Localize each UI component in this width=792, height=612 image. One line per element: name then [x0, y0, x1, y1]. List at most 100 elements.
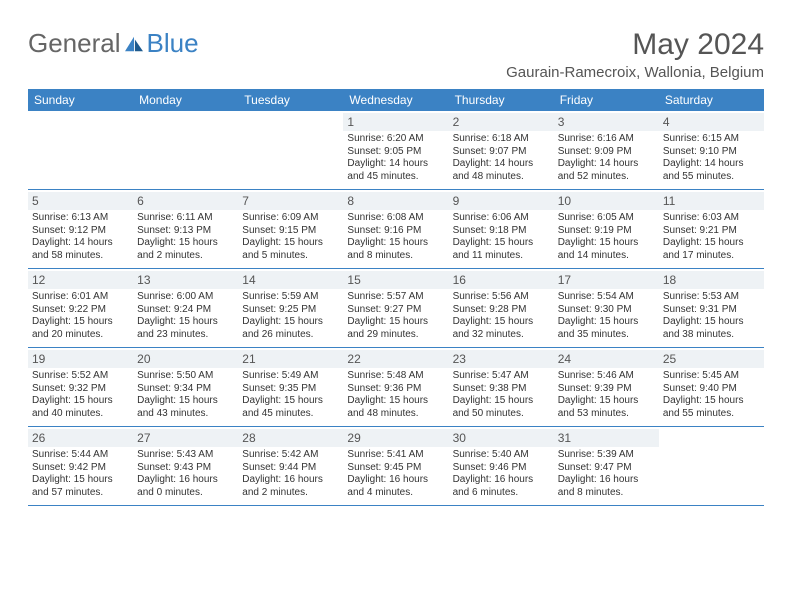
- day-number: 30: [449, 429, 554, 447]
- day-cell: [238, 111, 343, 189]
- week-row: 5Sunrise: 6:13 AMSunset: 9:12 PMDaylight…: [28, 190, 764, 269]
- weekday-label: Thursday: [449, 89, 554, 111]
- day-cell: 22 Sunrise: 5:48 AMSunset: 9:36 PMDayligh…: [343, 348, 448, 426]
- day-number: 24: [554, 350, 659, 368]
- day-number: 12: [28, 271, 133, 289]
- weekday-label: Wednesday: [343, 89, 448, 111]
- day-number: 7: [238, 192, 343, 210]
- weekday-label: Sunday: [28, 89, 133, 111]
- day-number: 20: [133, 350, 238, 368]
- day-info: Sunrise: 6:20 AMSunset: 9:05 PMDaylight:…: [347, 133, 444, 183]
- day-info: Sunrise: 5:43 AMSunset: 9:43 PMDaylight:…: [137, 449, 234, 499]
- day-info: Sunrise: 5:56 AMSunset: 9:28 PMDaylight:…: [453, 291, 550, 341]
- day-cell: [659, 427, 764, 505]
- day-cell: 24 Sunrise: 5:46 AMSunset: 9:39 PMDayligh…: [554, 348, 659, 426]
- title-block: May 2024 Gaurain-Ramecroix, Wallonia, Be…: [506, 28, 764, 81]
- day-cell: 7Sunrise: 6:09 AMSunset: 9:15 PMDaylight…: [238, 190, 343, 268]
- day-number: 14: [238, 271, 343, 289]
- day-cell: 3 Sunrise: 6:16 AMSunset: 9:09 PMDaylight…: [554, 111, 659, 189]
- weekday-label: Friday: [554, 89, 659, 111]
- day-info: Sunrise: 6:05 AMSunset: 9:19 PMDaylight:…: [558, 212, 655, 262]
- week-row: 19 Sunrise: 5:52 AMSunset: 9:32 PMDayligh…: [28, 348, 764, 427]
- day-number: 29: [343, 429, 448, 447]
- day-number: 25: [659, 350, 764, 368]
- day-info: Sunrise: 5:52 AMSunset: 9:32 PMDaylight:…: [32, 370, 129, 420]
- month-title: May 2024: [506, 28, 764, 62]
- day-cell: 19 Sunrise: 5:52 AMSunset: 9:32 PMDayligh…: [28, 348, 133, 426]
- week-row: 12 Sunrise: 6:01 AMSunset: 9:22 PMDayligh…: [28, 269, 764, 348]
- day-number: 11: [659, 192, 764, 210]
- day-cell: 18Sunrise: 5:53 AMSunset: 9:31 PMDayligh…: [659, 269, 764, 347]
- day-info: Sunrise: 6:11 AMSunset: 9:13 PMDaylight:…: [137, 212, 234, 262]
- location-text: Gaurain-Ramecroix, Wallonia, Belgium: [506, 64, 764, 81]
- day-info: Sunrise: 6:15 AMSunset: 9:10 PMDaylight:…: [663, 133, 760, 183]
- day-number: 1: [343, 113, 448, 131]
- day-info: Sunrise: 6:03 AMSunset: 9:21 PMDaylight:…: [663, 212, 760, 262]
- day-info: Sunrise: 5:44 AMSunset: 9:42 PMDaylight:…: [32, 449, 129, 499]
- day-number: 3: [554, 113, 659, 131]
- calendar: SundayMondayTuesdayWednesdayThursdayFrid…: [28, 89, 764, 506]
- logo-text-1: General: [28, 28, 121, 59]
- weekday-header: SundayMondayTuesdayWednesdayThursdayFrid…: [28, 89, 764, 111]
- day-cell: 11 Sunrise: 6:03 AMSunset: 9:21 PMDayligh…: [659, 190, 764, 268]
- day-cell: [28, 111, 133, 189]
- day-cell: 5Sunrise: 6:13 AMSunset: 9:12 PMDaylight…: [28, 190, 133, 268]
- day-cell: [133, 111, 238, 189]
- day-info: Sunrise: 6:16 AMSunset: 9:09 PMDaylight:…: [558, 133, 655, 183]
- day-cell: 12 Sunrise: 6:01 AMSunset: 9:22 PMDayligh…: [28, 269, 133, 347]
- day-info: Sunrise: 5:57 AMSunset: 9:27 PMDaylight:…: [347, 291, 444, 341]
- day-info: Sunrise: 5:47 AMSunset: 9:38 PMDaylight:…: [453, 370, 550, 420]
- day-cell: 28 Sunrise: 5:42 AMSunset: 9:44 PMDayligh…: [238, 427, 343, 505]
- day-number: 16: [449, 271, 554, 289]
- day-cell: 8Sunrise: 6:08 AMSunset: 9:16 PMDaylight…: [343, 190, 448, 268]
- day-cell: 15Sunrise: 5:57 AMSunset: 9:27 PMDayligh…: [343, 269, 448, 347]
- day-info: Sunrise: 5:45 AMSunset: 9:40 PMDaylight:…: [663, 370, 760, 420]
- day-number: 21: [238, 350, 343, 368]
- day-cell: 25 Sunrise: 5:45 AMSunset: 9:40 PMDayligh…: [659, 348, 764, 426]
- weekday-label: Saturday: [659, 89, 764, 111]
- weekday-label: Tuesday: [238, 89, 343, 111]
- day-info: Sunrise: 6:06 AMSunset: 9:18 PMDaylight:…: [453, 212, 550, 262]
- day-cell: 31Sunrise: 5:39 AMSunset: 9:47 PMDayligh…: [554, 427, 659, 505]
- day-cell: 2Sunrise: 6:18 AMSunset: 9:07 PMDaylight…: [449, 111, 554, 189]
- day-cell: 27 Sunrise: 5:43 AMSunset: 9:43 PMDayligh…: [133, 427, 238, 505]
- day-number: 23: [449, 350, 554, 368]
- day-info: Sunrise: 5:40 AMSunset: 9:46 PMDaylight:…: [453, 449, 550, 499]
- day-number: 28: [238, 429, 343, 447]
- day-cell: 21 Sunrise: 5:49 AMSunset: 9:35 PMDayligh…: [238, 348, 343, 426]
- day-info: Sunrise: 5:49 AMSunset: 9:35 PMDaylight:…: [242, 370, 339, 420]
- weeks-container: 1 Sunrise: 6:20 AMSunset: 9:05 PMDaylight…: [28, 111, 764, 506]
- day-cell: 14 Sunrise: 5:59 AMSunset: 9:25 PMDayligh…: [238, 269, 343, 347]
- day-cell: 16 Sunrise: 5:56 AMSunset: 9:28 PMDayligh…: [449, 269, 554, 347]
- day-cell: 23 Sunrise: 5:47 AMSunset: 9:38 PMDayligh…: [449, 348, 554, 426]
- week-row: 26 Sunrise: 5:44 AMSunset: 9:42 PMDayligh…: [28, 427, 764, 506]
- day-info: Sunrise: 6:18 AMSunset: 9:07 PMDaylight:…: [453, 133, 550, 183]
- day-cell: 17 Sunrise: 5:54 AMSunset: 9:30 PMDayligh…: [554, 269, 659, 347]
- day-cell: 6Sunrise: 6:11 AMSunset: 9:13 PMDaylight…: [133, 190, 238, 268]
- day-number: 18: [659, 271, 764, 289]
- logo: General Blue: [28, 28, 199, 59]
- day-info: Sunrise: 5:39 AMSunset: 9:47 PMDaylight:…: [558, 449, 655, 499]
- day-number: 27: [133, 429, 238, 447]
- day-number: 4: [659, 113, 764, 131]
- week-row: 1 Sunrise: 6:20 AMSunset: 9:05 PMDaylight…: [28, 111, 764, 190]
- day-cell: 4 Sunrise: 6:15 AMSunset: 9:10 PMDaylight…: [659, 111, 764, 189]
- day-info: Sunrise: 5:54 AMSunset: 9:30 PMDaylight:…: [558, 291, 655, 341]
- day-info: Sunrise: 6:01 AMSunset: 9:22 PMDaylight:…: [32, 291, 129, 341]
- day-number: 22: [343, 350, 448, 368]
- day-info: Sunrise: 5:42 AMSunset: 9:44 PMDaylight:…: [242, 449, 339, 499]
- day-info: Sunrise: 5:59 AMSunset: 9:25 PMDaylight:…: [242, 291, 339, 341]
- day-info: Sunrise: 5:48 AMSunset: 9:36 PMDaylight:…: [347, 370, 444, 420]
- day-number: 26: [28, 429, 133, 447]
- day-number: 13: [133, 271, 238, 289]
- day-number: 19: [28, 350, 133, 368]
- day-number: 17: [554, 271, 659, 289]
- day-number: 10: [554, 192, 659, 210]
- day-cell: 10 Sunrise: 6:05 AMSunset: 9:19 PMDayligh…: [554, 190, 659, 268]
- day-cell: 26 Sunrise: 5:44 AMSunset: 9:42 PMDayligh…: [28, 427, 133, 505]
- day-cell: 30 Sunrise: 5:40 AMSunset: 9:46 PMDayligh…: [449, 427, 554, 505]
- day-cell: 20Sunrise: 5:50 AMSunset: 9:34 PMDayligh…: [133, 348, 238, 426]
- day-info: Sunrise: 5:41 AMSunset: 9:45 PMDaylight:…: [347, 449, 444, 499]
- day-cell: 9Sunrise: 6:06 AMSunset: 9:18 PMDaylight…: [449, 190, 554, 268]
- day-info: Sunrise: 5:46 AMSunset: 9:39 PMDaylight:…: [558, 370, 655, 420]
